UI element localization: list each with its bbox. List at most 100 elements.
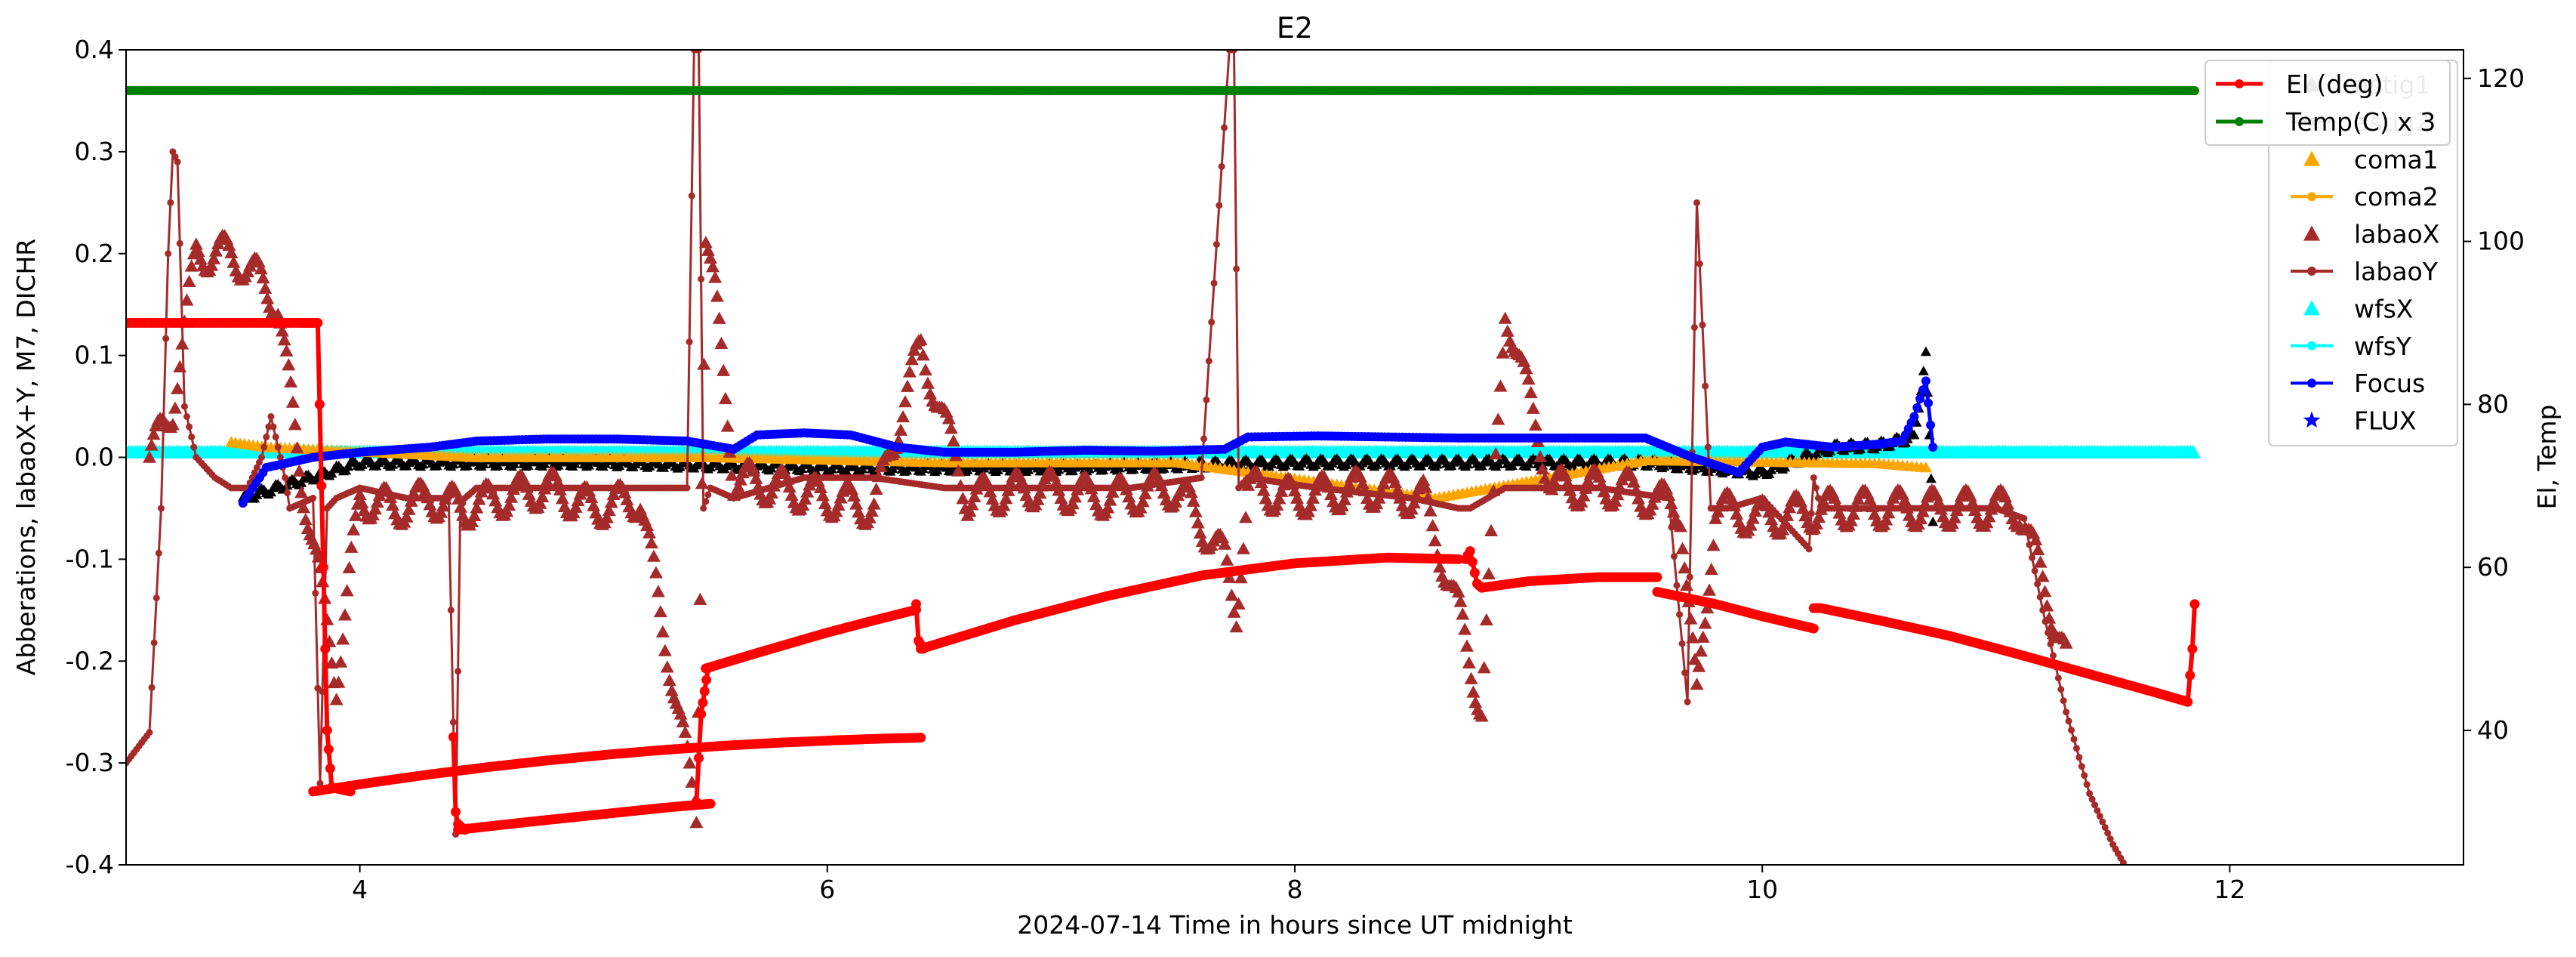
labaoY-series-point <box>1216 202 1222 208</box>
Focus-series-point <box>1928 443 1937 452</box>
labaoY-series-point <box>686 338 693 345</box>
labaoY-series-point <box>190 444 197 451</box>
labaoY-series-point <box>1693 199 1700 206</box>
labaoY-series-point <box>1684 699 1691 705</box>
labaoY-series-point <box>282 474 288 481</box>
labaoY-series-point <box>151 639 158 646</box>
El-segment-point <box>320 644 330 654</box>
El-segment-point <box>315 400 325 409</box>
labaoY-series-point <box>1687 573 1693 580</box>
Focus-series-point <box>1926 421 1935 430</box>
labaoY-series-point <box>312 590 319 597</box>
labaoY-series-point <box>1681 669 1688 676</box>
El-segment-point <box>319 563 328 573</box>
labaoY-series-point <box>689 193 695 199</box>
labaoY-series-point <box>273 434 279 440</box>
labaoY-series-point <box>1810 474 1817 481</box>
labaoY-series-point <box>1219 163 1225 170</box>
labaoY-series-point <box>1200 435 1207 442</box>
labaoY-series-point <box>454 668 461 675</box>
labaoY-series-point <box>684 484 691 491</box>
labaoY-series-point <box>1813 484 1820 491</box>
labaoY-series-point <box>146 729 153 736</box>
Focus-series-point <box>1924 399 1933 408</box>
El-segment-point <box>325 764 335 773</box>
labaoY-series-point <box>188 434 195 440</box>
labaoY-series-point <box>2081 772 2088 779</box>
labaoY-series-point <box>450 719 457 726</box>
labaoY-series-point <box>2032 567 2038 574</box>
Temp-series-point <box>2190 86 2199 95</box>
labaoY-series-point <box>167 199 174 206</box>
El-segment-markers <box>122 318 319 328</box>
labaoY-series-point <box>1676 611 1683 618</box>
labaoY-series-point <box>149 684 156 691</box>
labaoY-series-point <box>263 434 270 440</box>
labaoY-series-point <box>1198 474 1205 481</box>
labaoY-series-point <box>2071 736 2078 742</box>
labaoY-series-point <box>2050 652 2057 659</box>
labaoY-series-point <box>702 498 709 505</box>
labaoY-series-point <box>2020 515 2027 522</box>
labaoY-series-point <box>156 550 162 557</box>
labaoY-series-point <box>2066 718 2072 724</box>
Focus-series-point <box>1909 412 1918 421</box>
labaoY-series-point <box>2084 781 2091 788</box>
labaoY-series-point <box>1203 397 1209 403</box>
Focus-series-point <box>1918 385 1927 394</box>
El-segment-point <box>316 481 326 491</box>
labaoY-series-point <box>165 250 171 257</box>
labaoY-series-point <box>2057 686 2064 693</box>
labaoY-series-point <box>153 594 160 601</box>
labaoY-series-point <box>2068 727 2075 733</box>
labaoY-series-point <box>177 240 183 247</box>
labaoY-series-point <box>270 424 277 431</box>
labaoY-series-point <box>1699 322 1706 329</box>
labaoY-series-point <box>1233 265 1240 272</box>
labaoY-series-point <box>1702 383 1709 390</box>
labaoY-series-point <box>284 489 291 496</box>
labaoY-series-point <box>1211 279 1218 286</box>
El-segment-point <box>313 318 322 328</box>
labaoY-series-point <box>2055 675 2062 681</box>
labaoY-series-point <box>698 276 704 282</box>
labaoY-series-point <box>2029 554 2035 561</box>
labaoY-series-point <box>2073 745 2080 752</box>
labaoY-series-point <box>162 335 169 342</box>
labaoY-series-point <box>1806 545 1813 552</box>
labaoY-series-point <box>1221 124 1228 131</box>
labaoY-series-point <box>174 159 181 165</box>
labaoY-series-point <box>1679 641 1686 647</box>
labaoY-series-point <box>1673 582 1680 589</box>
labaoY-series-point <box>2078 763 2085 770</box>
labaoY-series-point <box>275 444 282 451</box>
labaoY-series-point <box>1705 444 1712 451</box>
labaoY-series-point <box>1691 324 1698 331</box>
labaoY-series-point <box>1208 319 1215 326</box>
labaoY-series-point <box>1696 261 1703 267</box>
Focus-series-point <box>1915 394 1924 403</box>
labaoY-series-point <box>2075 754 2082 761</box>
labaoY-series-point <box>181 403 188 410</box>
labaoY-series-point <box>2063 708 2069 715</box>
labaoY-series-point <box>1213 241 1220 248</box>
labaoY-series-point <box>1206 357 1213 364</box>
Focus-series-point <box>1912 403 1921 412</box>
labaoY-series-point <box>258 454 265 461</box>
El-segment-point <box>324 745 334 755</box>
labaoY-series-point <box>700 505 707 511</box>
labaoY-series-point <box>183 413 190 420</box>
labaoY-series-point <box>448 607 454 613</box>
labaoY-series-point <box>310 495 316 502</box>
labaoY-series-point <box>186 424 193 431</box>
labaoY-series-point <box>267 413 274 420</box>
Focus-series-point <box>1921 376 1930 385</box>
labaoY-series-point <box>704 491 711 498</box>
El-segment-point <box>322 725 332 735</box>
Temp-series-markers <box>122 86 2199 95</box>
labaoY-series-point <box>260 444 267 451</box>
labaoY-series-point <box>158 505 165 511</box>
labaoY-series-point <box>2060 697 2067 704</box>
